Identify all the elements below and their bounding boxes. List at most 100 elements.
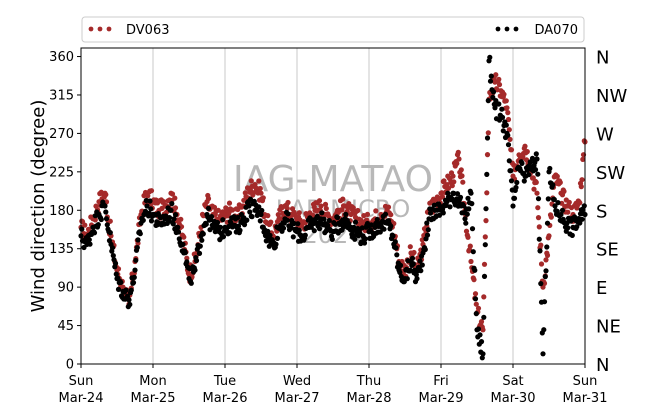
point-da070 <box>565 225 571 231</box>
point-da070 <box>388 223 394 229</box>
point-dv063 <box>215 207 221 213</box>
point-dv063 <box>449 183 455 189</box>
point-dv063 <box>579 177 585 183</box>
point-da070 <box>480 351 486 357</box>
point-dv063 <box>485 130 491 136</box>
point-da070 <box>424 220 430 226</box>
point-da070 <box>505 132 511 138</box>
compass-label: NE <box>596 317 621 338</box>
point-dv063 <box>484 190 490 196</box>
point-dv063 <box>265 213 271 219</box>
point-da070 <box>500 128 506 134</box>
point-dv063 <box>322 201 329 207</box>
point-da070 <box>422 246 428 253</box>
point-da070 <box>91 230 98 236</box>
point-dv063 <box>456 156 462 162</box>
point-da070 <box>579 216 585 222</box>
y-tick-label: 360 <box>49 50 74 65</box>
point-dv063 <box>411 249 417 256</box>
point-dv063 <box>340 196 346 202</box>
point-da070 <box>86 237 92 243</box>
point-da070 <box>434 207 440 213</box>
point-da070 <box>130 280 137 286</box>
point-dv063 <box>463 228 470 234</box>
point-da070 <box>329 236 335 242</box>
x-tick-date: Mar-31 <box>563 391 608 406</box>
compass-label: SE <box>596 240 619 261</box>
point-da070 <box>103 209 109 215</box>
point-da070 <box>541 299 548 305</box>
point-da070 <box>521 178 527 184</box>
data-points <box>78 54 588 361</box>
point-da070 <box>392 239 398 245</box>
point-da070 <box>499 114 506 120</box>
point-dv063 <box>533 179 539 185</box>
point-dv063 <box>226 200 233 206</box>
compass-label: W <box>596 124 614 145</box>
point-da070 <box>235 223 242 229</box>
point-da070 <box>171 216 177 222</box>
point-da070 <box>184 259 190 265</box>
point-da070 <box>472 267 478 273</box>
point-da070 <box>168 207 174 213</box>
point-da070 <box>107 230 113 236</box>
point-da070 <box>569 232 575 238</box>
point-dv063 <box>505 110 511 116</box>
point-dv063 <box>296 210 302 216</box>
y-tick-label: 135 <box>49 242 74 257</box>
point-dv063 <box>580 156 586 162</box>
point-da070 <box>246 203 252 209</box>
point-da070 <box>285 211 291 217</box>
point-dv063 <box>505 116 512 123</box>
x-tick-day: Thu <box>356 374 381 389</box>
point-da070 <box>274 235 281 241</box>
legend-marker-da070 <box>513 26 519 32</box>
point-da070 <box>193 258 200 264</box>
point-da070 <box>127 301 133 308</box>
point-da070 <box>302 232 308 238</box>
point-da070 <box>465 195 471 201</box>
point-da070 <box>361 240 368 246</box>
point-dv063 <box>439 190 445 196</box>
point-da070 <box>541 327 547 333</box>
x-tick-day: Sat <box>502 374 523 389</box>
point-da070 <box>172 212 179 218</box>
point-dv063 <box>451 179 457 185</box>
point-da070 <box>182 250 188 256</box>
point-da070 <box>296 227 302 233</box>
point-da070 <box>475 326 482 332</box>
point-da070 <box>175 224 181 230</box>
point-da070 <box>374 216 380 223</box>
point-da070 <box>425 227 431 233</box>
point-da070 <box>147 198 153 204</box>
point-da070 <box>180 241 186 247</box>
point-da070 <box>256 204 262 210</box>
point-dv063 <box>455 149 461 155</box>
point-da070 <box>214 219 221 226</box>
legend-marker-dv063 <box>106 26 112 32</box>
point-dv063 <box>459 173 465 179</box>
point-da070 <box>273 241 279 247</box>
point-da070 <box>203 221 209 227</box>
point-da070 <box>368 222 374 228</box>
point-da070 <box>540 351 546 357</box>
point-da070 <box>536 236 542 242</box>
point-dv063 <box>548 214 554 220</box>
point-da070 <box>496 101 502 107</box>
point-da070 <box>326 217 332 224</box>
point-dv063 <box>160 199 167 205</box>
point-dv063 <box>172 195 178 201</box>
point-da070 <box>440 210 446 216</box>
point-dv063 <box>248 178 254 184</box>
point-da070 <box>508 178 515 184</box>
point-da070 <box>352 219 359 225</box>
point-dv063 <box>85 226 92 232</box>
point-da070 <box>295 221 301 227</box>
point-da070 <box>463 220 469 226</box>
point-da070 <box>208 214 215 220</box>
point-da070 <box>220 217 226 223</box>
point-dv063 <box>441 178 447 184</box>
point-da070 <box>126 297 132 303</box>
point-da070 <box>311 228 317 234</box>
point-da070 <box>534 156 540 162</box>
